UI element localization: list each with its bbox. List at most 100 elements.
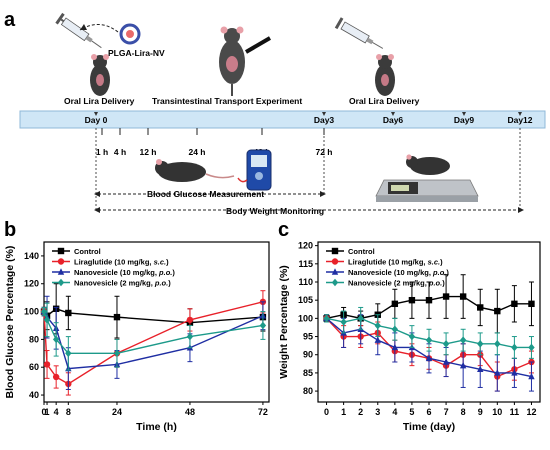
y-tick-label: 90 (303, 350, 313, 360)
panel-label-a: a (4, 9, 16, 31)
data-point (186, 316, 194, 324)
formulation-label: PLGA-Lira-NV (108, 48, 165, 58)
mouse-held-middle-icon (219, 26, 272, 96)
data-point (357, 314, 364, 323)
data-point (511, 300, 518, 308)
data-point (459, 361, 467, 369)
x-tick-label: 11 (510, 407, 520, 417)
y-tick-label: 85 (303, 368, 313, 378)
timeline-day-label: Day 0 (85, 115, 108, 125)
data-point (494, 307, 501, 315)
body-weight-chart: 0 1 2 3 4 5 6 7 8 9 10 11 1280859095100105110115120T… (278, 241, 541, 433)
event-right-label: Oral Lira Delivery (349, 96, 420, 106)
series-nanovesicle-10-mg-kg-p-o (40, 295, 267, 390)
event-middle-label: Transintestinal Transport Experiment (152, 96, 302, 106)
data-point (391, 300, 399, 308)
data-point (442, 293, 450, 300)
data-point (43, 361, 51, 368)
data-point (340, 318, 347, 326)
legend-label: Nanovesicle (10 mg/kg, p.o.) (348, 268, 449, 277)
data-point (477, 365, 484, 372)
data-point (511, 369, 518, 376)
timeline-day-marker (391, 112, 395, 116)
mouse-upright-right-icon (375, 54, 395, 96)
data-point (425, 336, 433, 344)
y-tick-label: 105 (298, 295, 313, 305)
legend-label: Control (348, 247, 375, 256)
x-tick-label: 7 (444, 407, 449, 417)
y-tick-label: 95 (303, 332, 313, 342)
y-tick-label: 80 (303, 386, 313, 396)
timeline-day-label: Day12 (507, 115, 532, 125)
data-point (528, 300, 535, 308)
x-tick-label: 6 (426, 407, 431, 417)
mouse-upright-left-icon (90, 54, 110, 96)
data-point (57, 247, 65, 255)
data-point (323, 314, 330, 323)
data-point (391, 343, 399, 351)
timeline-day-label: Day6 (383, 115, 404, 125)
series-liraglutide-10-mg-kg-s-c (40, 290, 267, 396)
syringe-right-icon (334, 17, 384, 49)
legend-label: Nanovesicle (2 mg/kg, p.o.) (348, 279, 445, 288)
data-point (331, 258, 339, 265)
data-point (331, 247, 339, 255)
timeline-day-label: Day9 (454, 115, 475, 125)
x-tick-label: 10 (492, 407, 502, 417)
y-tick-label: 140 (24, 251, 39, 261)
data-point (442, 358, 450, 365)
legend-label: Nanovesicle (10 mg/kg, p.o.) (74, 268, 175, 277)
data-point (259, 321, 267, 330)
data-point (425, 296, 433, 304)
y-axis-label: Blood Glucose Percentage (%) (4, 246, 16, 399)
series-nanovesicle-2-mg-kg-p-o (323, 306, 535, 359)
nanovesicle-icon (119, 23, 141, 45)
series-nanovesicle-2-mg-kg-p-o (40, 302, 267, 371)
event-left-label: Oral Lira Delivery (64, 96, 135, 106)
legend-label: Liraglutide (10 mg/kg, s.c.) (74, 258, 169, 267)
data-point (331, 268, 339, 275)
data-point (374, 321, 381, 330)
timeline-hour-label: 12 h (139, 147, 156, 157)
timeline-day-marker (94, 112, 98, 116)
weighing-scale-icon (375, 154, 479, 202)
data-point (477, 304, 484, 311)
x-tick-label: 48 (185, 407, 195, 417)
data-point (113, 313, 121, 321)
data-point (408, 296, 416, 304)
data-point (65, 349, 72, 358)
body-weight-span (94, 207, 524, 213)
x-tick-label: 8 (461, 407, 466, 417)
data-point (57, 258, 65, 265)
x-tick-label: 4 (54, 407, 59, 417)
data-point (528, 343, 535, 352)
y-tick-label: 100 (298, 313, 313, 323)
y-axis-label: Weight Percentage (%) (278, 265, 290, 379)
y-tick-label: 40 (29, 390, 39, 400)
panel-label-c: c (278, 219, 289, 241)
y-tick-label: 120 (298, 241, 313, 251)
timeline-day-marker (462, 112, 466, 116)
data-point (186, 332, 194, 341)
data-point (494, 340, 501, 348)
data-point (408, 332, 416, 341)
x-tick-label: 4 (392, 407, 397, 417)
x-tick-label: 24 (112, 407, 122, 417)
x-tick-label: 1 (341, 407, 346, 417)
y-tick-label: 80 (29, 334, 39, 344)
data-point (52, 373, 60, 381)
mouse-lying-icon (155, 159, 235, 182)
timeline-day-marker (518, 112, 522, 116)
blood-glucose-span (94, 191, 326, 197)
x-tick-label: 72 (258, 407, 268, 417)
x-axis-label: Time (h) (136, 421, 177, 433)
panel-label-b: b (4, 219, 16, 241)
timeline-bar (19, 110, 546, 129)
y-tick-label: 110 (298, 277, 313, 287)
x-tick-label: 9 (478, 407, 483, 417)
x-tick-label: 3 (375, 407, 380, 417)
data-point (511, 343, 518, 352)
